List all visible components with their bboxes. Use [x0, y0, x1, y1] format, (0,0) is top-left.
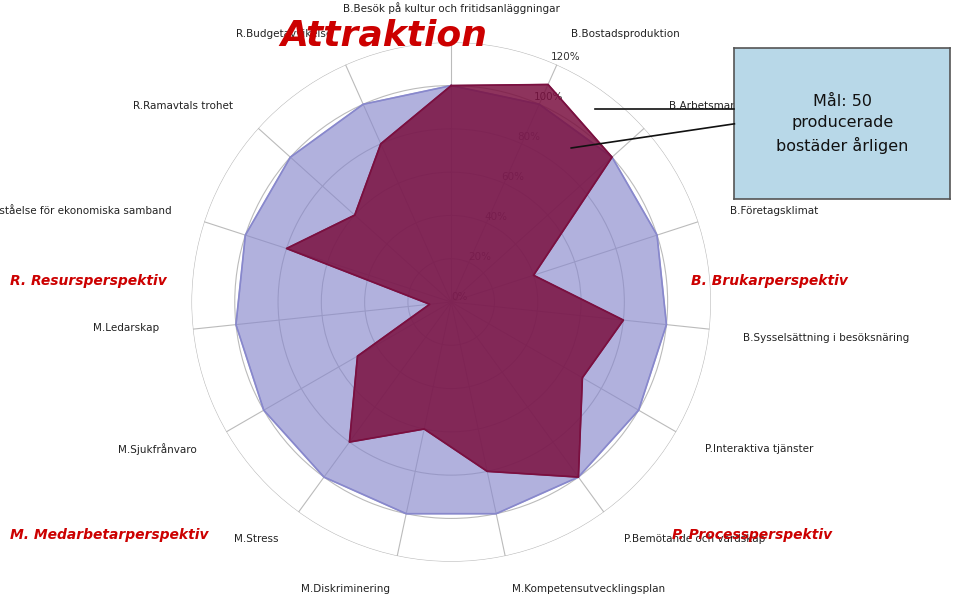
- Text: P.Bemötande och värdskap: P.Bemötande och värdskap: [624, 535, 765, 544]
- Text: P.Interaktiva tjänster: P.Interaktiva tjänster: [706, 444, 814, 454]
- Text: M.Stress: M.Stress: [234, 535, 278, 544]
- Text: M.Kompetensutvecklingsplan: M.Kompetensutvecklingsplan: [513, 584, 665, 594]
- Text: B. Brukarperspektiv: B. Brukarperspektiv: [691, 274, 848, 288]
- Text: B.Företagsklimat: B.Företagsklimat: [731, 207, 819, 216]
- Polygon shape: [236, 86, 666, 514]
- Polygon shape: [286, 85, 623, 477]
- Text: B.Sysselsättning i besöksnäring: B.Sysselsättning i besöksnäring: [743, 333, 909, 342]
- Text: Mål: 50
producerade
bostäder årligen: Mål: 50 producerade bostäder årligen: [777, 94, 908, 154]
- Text: R.Budgetavvikelse: R.Budgetavvikelse: [235, 29, 332, 39]
- Text: B.Besök på kultur och fritidsanläggningar: B.Besök på kultur och fritidsanläggninga…: [343, 2, 560, 14]
- Text: M.Sjukfrånvaro: M.Sjukfrånvaro: [118, 443, 197, 455]
- Text: Attraktion: Attraktion: [280, 18, 488, 52]
- Text: M.Diskriminering: M.Diskriminering: [301, 584, 390, 594]
- Text: M.Ledarskap: M.Ledarskap: [93, 323, 159, 333]
- Text: B.Bostadsproduktion: B.Bostadsproduktion: [570, 29, 680, 39]
- Text: M. Medarbetarperspektiv: M. Medarbetarperspektiv: [10, 527, 208, 542]
- Text: R. Resursperspektiv: R. Resursperspektiv: [10, 274, 166, 288]
- Text: B.Arbetsmarknad: B.Arbetsmarknad: [669, 101, 760, 111]
- Text: R.Förståelse för ekonomiska samband: R.Förståelse för ekonomiska samband: [0, 207, 172, 216]
- Text: P. Processperspektiv: P. Processperspektiv: [672, 527, 832, 542]
- Text: R.Ramavtals trohet: R.Ramavtals trohet: [133, 101, 233, 111]
